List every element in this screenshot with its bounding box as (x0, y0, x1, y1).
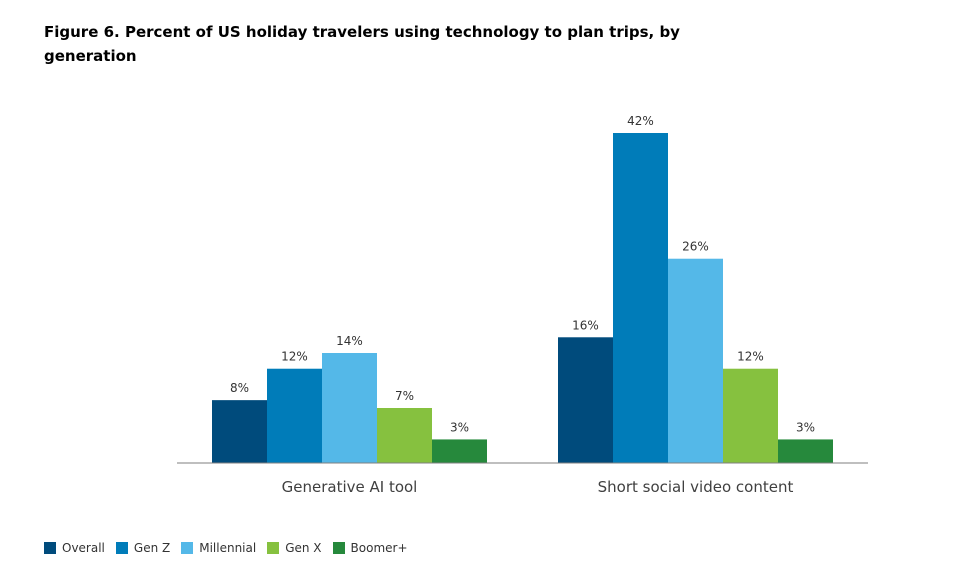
value-label-0-1: 12% (281, 350, 308, 364)
bar-1-4 (778, 439, 833, 463)
value-label-0-0: 8% (230, 381, 249, 395)
bar-0-0 (212, 400, 267, 463)
value-labels-group: 8% 12% 14% 7% 3% 16% 42% 26% 12% 3% (230, 114, 815, 434)
legend-item-1: Gen Z (115, 541, 171, 555)
bar-1-1 (613, 133, 668, 463)
bar-1-0 (558, 337, 613, 463)
value-label-0-4: 3% (450, 420, 469, 434)
bar-0-1 (267, 368, 322, 463)
value-label-1-4: 3% (796, 420, 815, 434)
bar-1-2 (668, 258, 723, 463)
bar-0-4 (432, 439, 487, 463)
legend-item-2: Millennial (181, 541, 256, 555)
legend-label-3: Gen X (285, 541, 322, 555)
legend-item-0: Overall (44, 541, 105, 555)
legend-label-0: Overall (62, 541, 105, 555)
legend-label-1: Gen Z (133, 541, 171, 555)
legend-item-3: Gen X (267, 541, 322, 555)
value-label-1-2: 26% (682, 240, 709, 254)
category-label-0: Generative AI tool (282, 478, 418, 496)
legend-swatch-3 (267, 542, 280, 554)
legend-item-4: Boomer+ (332, 541, 408, 555)
value-label-1-0: 16% (572, 318, 599, 332)
value-label-0-3: 7% (395, 389, 414, 403)
category-labels-group: Generative AI tool Short social video con… (282, 478, 794, 496)
legend-label-2: Millennial (199, 541, 257, 555)
value-label-0-2: 14% (336, 334, 363, 348)
value-label-1-3: 12% (737, 350, 764, 364)
category-label-1: Short social video content (598, 478, 794, 496)
legend-swatch-4 (332, 542, 345, 554)
bars-group (212, 133, 833, 463)
chart-title: Figure 6. Percent of US holiday traveler… (44, 23, 680, 65)
legend: Overall Gen Z Millennial Gen X Boomer+ (44, 541, 419, 555)
value-label-1-1: 42% (627, 114, 654, 128)
bar-0-2 (322, 353, 377, 463)
legend-swatch-0 (44, 542, 56, 554)
bar-1-3 (723, 368, 778, 463)
bar-0-3 (377, 408, 432, 463)
legend-swatch-1 (115, 542, 128, 554)
legend-swatch-2 (181, 542, 194, 554)
legend-label-4: Boomer+ (350, 541, 408, 555)
